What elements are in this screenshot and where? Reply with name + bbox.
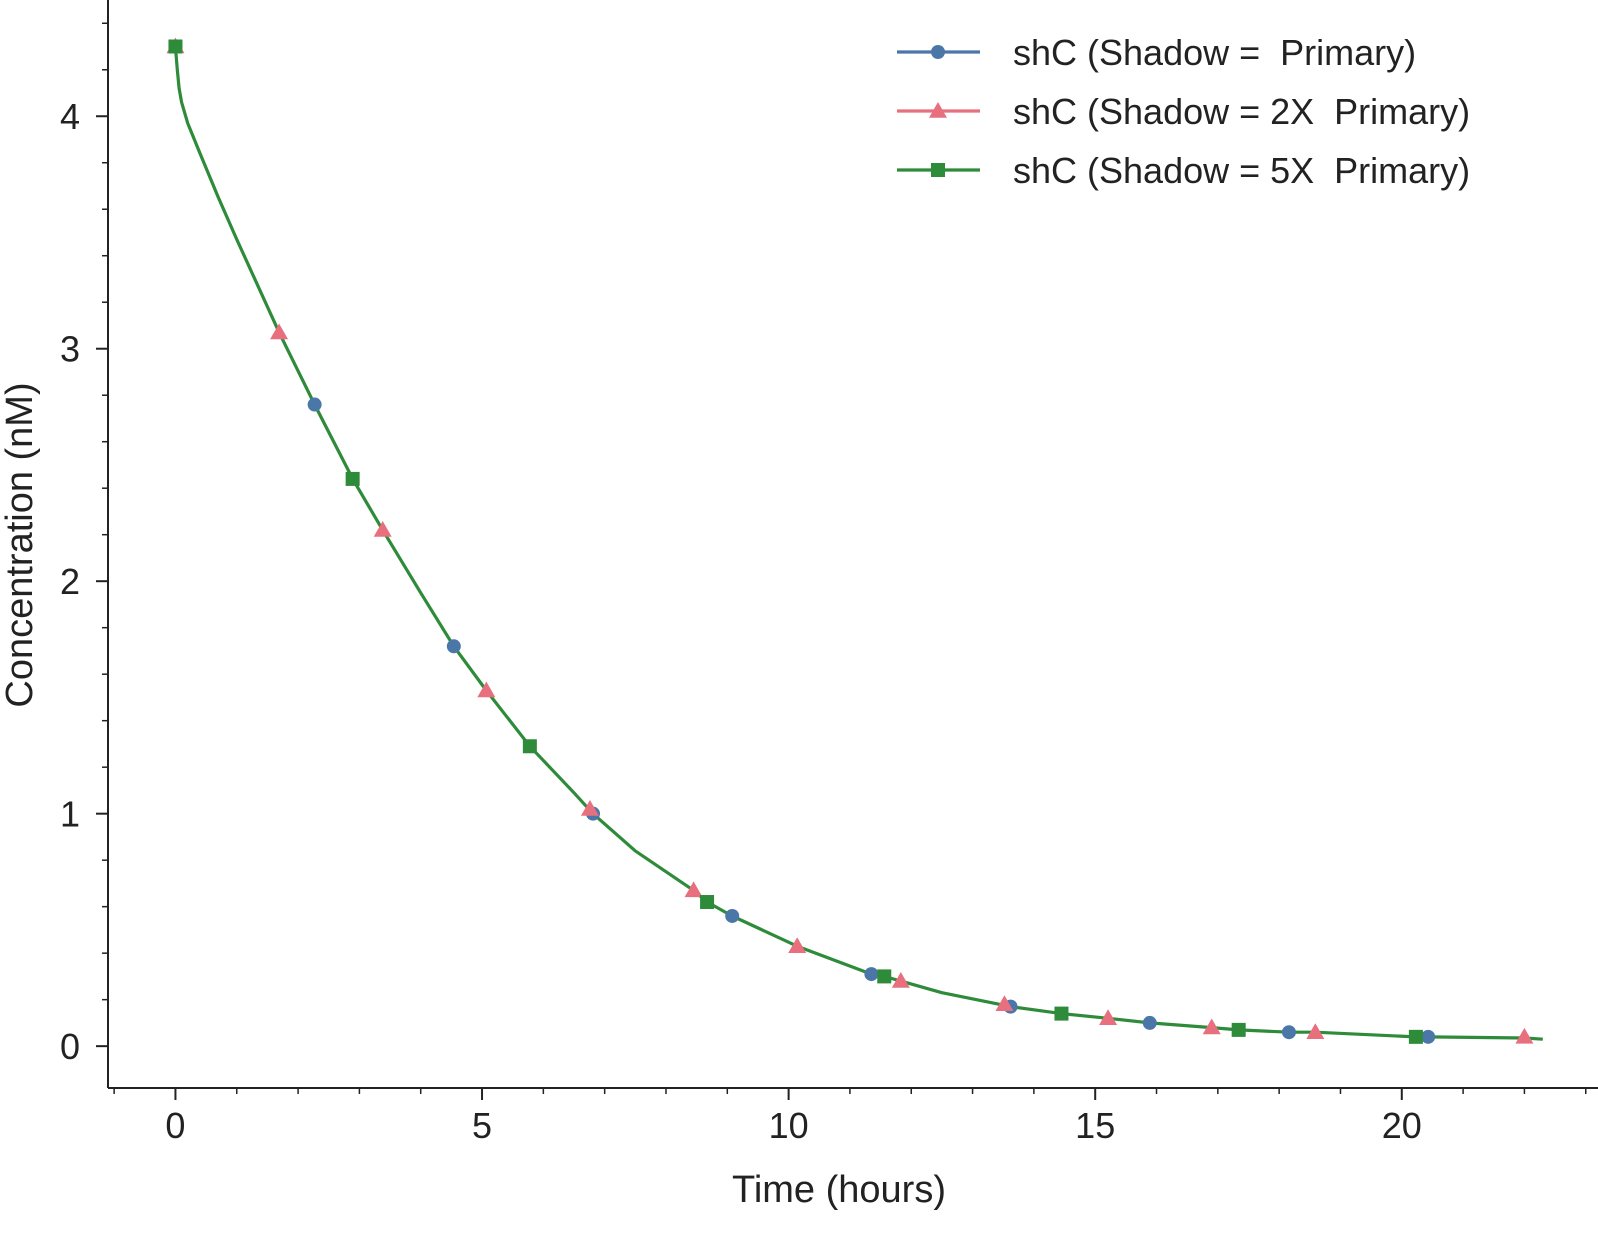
plot-axes: 0 5 10 15 20 0 1 2 3 4 [60,0,1598,1146]
series-3-point [168,39,183,54]
x-tick-label: 15 [1075,1105,1115,1146]
series-3-point [345,471,360,486]
series-2-point [270,323,289,340]
legend-marker-2 [929,102,947,118]
y-tick-label: 2 [60,561,80,602]
series-2-point [477,681,496,698]
y-tick-label: 3 [60,329,80,370]
series-2-point [1099,1009,1118,1026]
legend: shC (Shadow = Primary) shC (Shadow = 2X P… [897,32,1470,191]
series-3-point [877,969,892,984]
series-2-point [788,937,807,953]
series-3-point [522,739,537,754]
legend-label-1: shC (Shadow = Primary) [1013,32,1416,73]
series-2-point [1306,1023,1325,1039]
series-2-point [1515,1027,1534,1044]
series-3-point [1408,1029,1423,1044]
y-tick-label: 4 [60,96,80,137]
legend-label-2: shC (Shadow = 2X Primary) [1013,91,1470,132]
series-1-point [446,639,461,654]
y-tick-label: 0 [60,1026,80,1067]
series-2-point [995,995,1014,1012]
concentration-curve [173,46,1543,1041]
series-3-point [1231,1022,1246,1037]
x-tick-label: 20 [1382,1105,1422,1146]
series-1-point [307,397,322,412]
series-2-point [891,972,910,988]
series-2-point [580,800,599,816]
fitted-curve-layer [173,46,1543,1041]
x-tick-label: 0 [165,1105,185,1146]
series-2-point [373,521,392,537]
legend-label-3: shC (Shadow = 5X Primary) [1013,150,1470,191]
x-tick-label: 5 [472,1105,492,1146]
series-2-point [1202,1018,1221,1035]
series-3-point [1054,1006,1069,1021]
y-axis-label: Concentration (nM) [0,382,41,707]
series-1-point [864,967,879,982]
series-3-point [700,895,715,910]
legend-marker-1 [931,45,945,59]
legend-marker-3 [931,163,945,177]
series-1-point [1142,1015,1157,1030]
series-2-point [684,881,703,898]
series-1-point [1281,1025,1296,1040]
series-1-point [1421,1029,1436,1044]
x-tick-label: 10 [769,1105,809,1146]
y-tick-label: 1 [60,794,80,835]
data-markers-layer [166,37,1534,1044]
x-axis-label: Time (hours) [732,1169,946,1211]
series-1-point [725,908,740,923]
